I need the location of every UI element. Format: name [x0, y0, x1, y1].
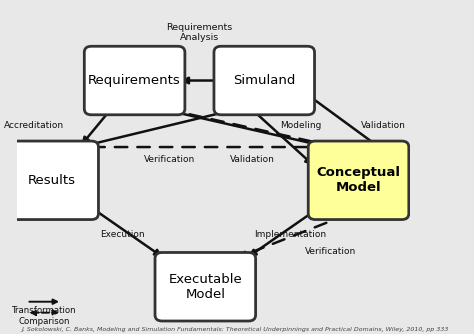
FancyArrowPatch shape	[168, 110, 331, 147]
FancyArrowPatch shape	[253, 111, 311, 163]
FancyArrowPatch shape	[94, 209, 160, 255]
FancyBboxPatch shape	[84, 46, 185, 115]
Text: Accreditation: Accreditation	[4, 121, 64, 130]
FancyArrowPatch shape	[241, 214, 347, 257]
Text: Verification: Verification	[144, 155, 196, 164]
FancyArrowPatch shape	[163, 110, 323, 147]
FancyBboxPatch shape	[155, 253, 255, 321]
FancyArrowPatch shape	[251, 212, 313, 255]
Text: Conceptual
Model: Conceptual Model	[317, 166, 401, 194]
FancyArrowPatch shape	[85, 110, 236, 147]
Text: J. Sokolowski, C. Banks, Modeling and Simulation Fundamentals: Theoretical Under: J. Sokolowski, C. Banks, Modeling and Si…	[21, 327, 448, 332]
Text: Validation: Validation	[361, 121, 406, 130]
FancyArrowPatch shape	[183, 78, 218, 83]
Text: Implementation: Implementation	[254, 230, 326, 239]
Text: Modeling: Modeling	[280, 121, 321, 130]
Text: Executable
Model: Executable Model	[168, 273, 242, 301]
Text: Validation: Validation	[230, 155, 275, 164]
Text: Transformation: Transformation	[12, 306, 76, 315]
FancyArrowPatch shape	[81, 144, 330, 150]
Text: Simuland: Simuland	[233, 74, 295, 87]
Text: Comparison: Comparison	[18, 317, 70, 326]
FancyArrowPatch shape	[83, 111, 109, 143]
FancyBboxPatch shape	[214, 46, 315, 115]
FancyBboxPatch shape	[6, 141, 99, 219]
Text: Execution: Execution	[100, 230, 145, 239]
FancyBboxPatch shape	[308, 141, 409, 219]
Text: Verification: Verification	[305, 247, 356, 256]
Text: Requirements
Analysis: Requirements Analysis	[166, 23, 233, 42]
Text: Requirements: Requirements	[88, 74, 181, 87]
Text: Results: Results	[28, 174, 76, 187]
FancyArrowPatch shape	[310, 96, 397, 160]
